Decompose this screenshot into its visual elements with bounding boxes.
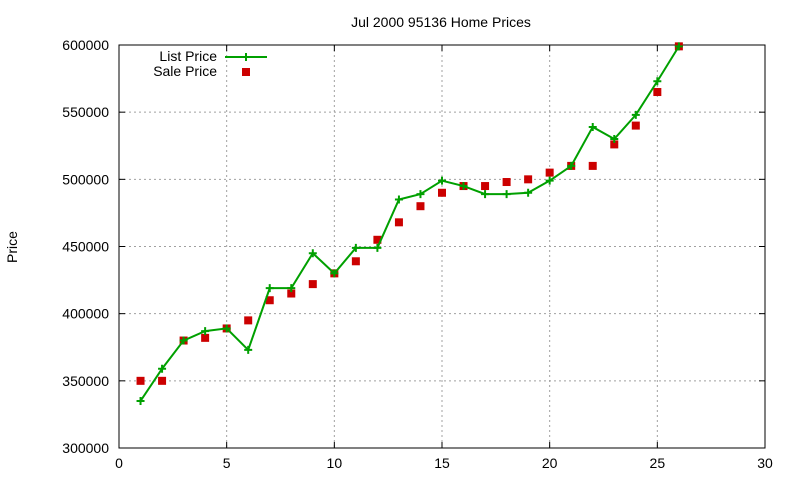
- x-tick-label: 25: [650, 455, 666, 471]
- list-price-point: [416, 190, 425, 199]
- legend: List Price Sale Price: [153, 48, 267, 79]
- list-price-point: [373, 243, 382, 252]
- list-price-point: [308, 249, 317, 258]
- list-price-point: [459, 182, 468, 191]
- y-tick-label: 550000: [62, 104, 109, 120]
- list-price-point: [610, 135, 619, 144]
- sale-price-point: [631, 121, 640, 130]
- sale-price-point: [438, 188, 446, 197]
- x-tick-label: 5: [223, 455, 231, 471]
- sale-price-point: [373, 235, 382, 244]
- list-price-point: [179, 336, 188, 345]
- list-price-point: [438, 176, 446, 185]
- sale-price-point: [351, 257, 360, 266]
- sale-price-point: [265, 296, 274, 305]
- sale-price-point: [588, 161, 597, 170]
- list-price-point: [136, 396, 145, 405]
- y-tick-label: 400000: [62, 306, 109, 322]
- list-price-point: [545, 176, 554, 185]
- series: [136, 42, 683, 405]
- list-price-point: [524, 188, 533, 197]
- list-price-point: [158, 364, 167, 373]
- chart-title: Jul 2000 95136 Home Prices: [351, 14, 531, 30]
- y-tick-label: 300000: [62, 440, 109, 456]
- list-price-point: [631, 110, 640, 119]
- axis-ticks: 0 5 10 15 20 25 30 300000 350000 400000 450000 5000…: [62, 37, 773, 471]
- sale-price-point: [481, 182, 490, 191]
- list-price-point: [653, 77, 662, 86]
- sale-price-point: [545, 168, 554, 177]
- y-axis-label: Price: [4, 231, 20, 263]
- legend-label-sale-price: Sale Price: [153, 63, 217, 79]
- sale-price-point: [287, 289, 296, 298]
- sale-price-point: [158, 376, 167, 385]
- sale-price-point: [524, 175, 533, 184]
- x-tick-label: 15: [434, 455, 450, 471]
- sale-price-point: [394, 218, 403, 227]
- list-price-point: [481, 190, 490, 199]
- sale-price-point: [308, 280, 317, 289]
- list-price-point: [265, 284, 274, 293]
- list-price-point: [287, 284, 296, 293]
- sale-price-point: [416, 202, 425, 211]
- grid: [119, 45, 765, 448]
- sale-price-point: [136, 376, 145, 385]
- list-price-point: [567, 161, 576, 170]
- y-tick-label: 500000: [62, 171, 109, 187]
- list-price-point: [588, 122, 597, 131]
- list-price-point: [330, 269, 339, 278]
- sale-price-point: [201, 333, 210, 342]
- x-tick-label: 20: [542, 455, 558, 471]
- list-price-point: [201, 327, 210, 336]
- sale-price-point: [610, 140, 619, 149]
- list-price-point: [222, 324, 231, 333]
- sale-price-point: [502, 178, 511, 187]
- y-tick-label: 600000: [62, 37, 109, 53]
- list-price-point: [394, 195, 403, 204]
- list-price-point: [351, 243, 360, 252]
- x-tick-label: 10: [327, 455, 343, 471]
- list-price-point: [674, 42, 683, 51]
- legend-marker-list-price: [242, 53, 250, 61]
- plot-frame: [118, 44, 766, 449]
- legend-label-list-price: List Price: [159, 48, 217, 64]
- sale-price-point: [244, 316, 253, 325]
- sale-price-point: [653, 88, 662, 97]
- x-tick-label: 0: [115, 455, 123, 471]
- y-tick-label: 350000: [62, 373, 109, 389]
- y-tick-label: 450000: [62, 239, 109, 255]
- list-price-point: [502, 190, 511, 199]
- list-price-point: [244, 345, 253, 354]
- x-tick-label: 30: [757, 455, 773, 471]
- legend-marker-sale-price: [242, 68, 250, 76]
- list-price-line: [139, 45, 680, 402]
